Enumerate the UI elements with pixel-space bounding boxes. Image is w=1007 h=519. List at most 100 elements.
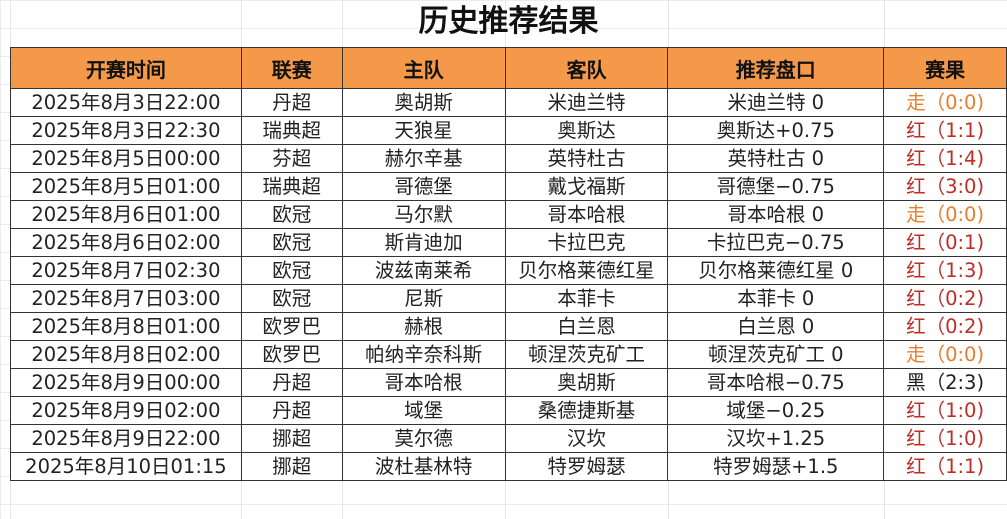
cell-home[interactable]: 域堡 bbox=[341, 396, 506, 425]
cell-league[interactable]: 丹超 bbox=[240, 88, 343, 117]
header-row: 开赛时间 联赛 主队 客队 推荐盘口 赛果 bbox=[10, 47, 1007, 89]
cell-league[interactable]: 欧冠 bbox=[240, 256, 343, 285]
cell-home[interactable]: 哥本哈根 bbox=[341, 368, 506, 397]
cell-time[interactable]: 2025年8月10日01:15 bbox=[10, 452, 242, 481]
cell-pick[interactable]: 米迪兰特 0 bbox=[667, 88, 885, 117]
header-result[interactable]: 赛果 bbox=[883, 47, 1007, 89]
cell-home[interactable]: 奥胡斯 bbox=[341, 88, 506, 117]
cell-result[interactable]: 红（0:2) bbox=[883, 284, 1007, 313]
cell-away[interactable]: 奥斯达 bbox=[504, 116, 669, 145]
cell-pick[interactable]: 卡拉巴克−0.75 bbox=[667, 228, 885, 257]
header-league[interactable]: 联赛 bbox=[240, 47, 343, 89]
cell-time[interactable]: 2025年8月8日02:00 bbox=[10, 340, 242, 369]
cell-league[interactable]: 欧罗巴 bbox=[240, 312, 343, 341]
cell-league[interactable]: 挪超 bbox=[240, 452, 343, 481]
cell-pick[interactable]: 奥斯达+0.75 bbox=[667, 116, 885, 145]
cell-away[interactable]: 白兰恩 bbox=[504, 312, 669, 341]
cell-away[interactable]: 卡拉巴克 bbox=[504, 228, 669, 257]
cell-away[interactable]: 贝尔格莱德红星 bbox=[504, 256, 669, 285]
cell-result[interactable]: 红（0:2) bbox=[883, 312, 1007, 341]
cell-league[interactable]: 瑞典超 bbox=[240, 116, 343, 145]
cell-pick[interactable]: 哥本哈根 0 bbox=[667, 200, 885, 229]
cell-home[interactable]: 波杜基林特 bbox=[341, 452, 506, 481]
cell-result[interactable]: 走（0:0) bbox=[883, 340, 1007, 369]
cell-away[interactable]: 本菲卡 bbox=[504, 284, 669, 313]
cell-time[interactable]: 2025年8月9日02:00 bbox=[10, 396, 242, 425]
cell-pick[interactable]: 白兰恩 0 bbox=[667, 312, 885, 341]
cell-result[interactable]: 红（1:0) bbox=[883, 396, 1007, 425]
cell-time[interactable]: 2025年8月7日02:30 bbox=[10, 256, 242, 285]
cell-result[interactable]: 走（0:0) bbox=[883, 88, 1007, 117]
table-row: 2025年8月9日02:00 丹超 域堡 桑德捷斯基 域堡−0.25 红（1:0) bbox=[10, 396, 1007, 425]
table-row: 2025年8月10日01:15 挪超 波杜基林特 特罗姆瑟 特罗姆瑟+1.5 红（1:1) bbox=[10, 452, 1007, 481]
cell-home[interactable]: 斯肯迪加 bbox=[341, 228, 506, 257]
cell-result[interactable]: 走（0:0) bbox=[883, 200, 1007, 229]
cell-result[interactable]: 红（1:3) bbox=[883, 256, 1007, 285]
cell-result[interactable]: 红（0:1) bbox=[883, 228, 1007, 257]
cell-pick[interactable]: 特罗姆瑟+1.5 bbox=[667, 452, 885, 481]
cell-home[interactable]: 天狼星 bbox=[341, 116, 506, 145]
cell-pick[interactable]: 哥本哈根−0.75 bbox=[667, 368, 885, 397]
cell-time[interactable]: 2025年8月6日01:00 bbox=[10, 200, 242, 229]
cell-home[interactable]: 尼斯 bbox=[341, 284, 506, 313]
cell-pick[interactable]: 域堡−0.25 bbox=[667, 396, 885, 425]
cell-result[interactable]: 红（1:0) bbox=[883, 424, 1007, 453]
table-row: 2025年8月8日01:00 欧罗巴 赫根 白兰恩 白兰恩 0 红（0:2) bbox=[10, 312, 1007, 341]
table-row: 2025年8月7日03:00 欧冠 尼斯 本菲卡 本菲卡 0 红（0:2) bbox=[10, 284, 1007, 313]
cell-league[interactable]: 欧罗巴 bbox=[240, 340, 343, 369]
cell-time[interactable]: 2025年8月8日01:00 bbox=[10, 312, 242, 341]
cell-league[interactable]: 瑞典超 bbox=[240, 172, 343, 201]
table-row: 2025年8月5日01:00 瑞典超 哥德堡 戴戈福斯 哥德堡−0.75 红（3:0) bbox=[10, 172, 1007, 201]
cell-home[interactable]: 哥德堡 bbox=[341, 172, 506, 201]
header-pick[interactable]: 推荐盘口 bbox=[667, 47, 885, 89]
cell-league[interactable]: 欧冠 bbox=[240, 284, 343, 313]
cell-pick[interactable]: 贝尔格莱德红星 0 bbox=[667, 256, 885, 285]
header-time[interactable]: 开赛时间 bbox=[10, 47, 242, 89]
cell-away[interactable]: 哥本哈根 bbox=[504, 200, 669, 229]
cell-away[interactable]: 米迪兰特 bbox=[504, 88, 669, 117]
cell-league[interactable]: 丹超 bbox=[240, 396, 343, 425]
header-away[interactable]: 客队 bbox=[504, 47, 669, 89]
cell-time[interactable]: 2025年8月5日00:00 bbox=[10, 144, 242, 173]
cell-home[interactable]: 赫尔辛基 bbox=[341, 144, 506, 173]
cell-time[interactable]: 2025年8月9日22:00 bbox=[10, 424, 242, 453]
cell-result[interactable]: 黑（2:3) bbox=[883, 368, 1007, 397]
table-row: 2025年8月6日02:00 欧冠 斯肯迪加 卡拉巴克 卡拉巴克−0.75 红（0:1) bbox=[10, 228, 1007, 257]
cell-home[interactable]: 波兹南莱希 bbox=[341, 256, 506, 285]
cell-result[interactable]: 红（1:4) bbox=[883, 144, 1007, 173]
cell-league[interactable]: 丹超 bbox=[240, 368, 343, 397]
cell-away[interactable]: 特罗姆瑟 bbox=[504, 452, 669, 481]
cell-time[interactable]: 2025年8月3日22:30 bbox=[10, 116, 242, 145]
header-home[interactable]: 主队 bbox=[341, 47, 506, 89]
cell-league[interactable]: 芬超 bbox=[240, 144, 343, 173]
cell-pick[interactable]: 顿涅茨克矿工 0 bbox=[667, 340, 885, 369]
cell-home[interactable]: 赫根 bbox=[341, 312, 506, 341]
cell-time[interactable]: 2025年8月9日00:00 bbox=[10, 368, 242, 397]
cell-away[interactable]: 英特杜古 bbox=[504, 144, 669, 173]
cell-pick[interactable]: 汉坎+1.25 bbox=[667, 424, 885, 453]
cell-away[interactable]: 奥胡斯 bbox=[504, 368, 669, 397]
cell-away[interactable]: 桑德捷斯基 bbox=[504, 396, 669, 425]
cell-time[interactable]: 2025年8月7日03:00 bbox=[10, 284, 242, 313]
cell-away[interactable]: 戴戈福斯 bbox=[504, 172, 669, 201]
cell-result[interactable]: 红（3:0) bbox=[883, 172, 1007, 201]
cell-time[interactable]: 2025年8月3日22:00 bbox=[10, 88, 242, 117]
cell-result[interactable]: 红（1:1) bbox=[883, 452, 1007, 481]
cell-home[interactable]: 马尔默 bbox=[341, 200, 506, 229]
cell-pick[interactable]: 哥德堡−0.75 bbox=[667, 172, 885, 201]
cell-away[interactable]: 顿涅茨克矿工 bbox=[504, 340, 669, 369]
cell-home[interactable]: 帕纳辛奈科斯 bbox=[341, 340, 506, 369]
cell-away[interactable]: 汉坎 bbox=[504, 424, 669, 453]
results-table: 开赛时间 联赛 主队 客队 推荐盘口 赛果 2025年8月3日22:00 丹超 奥胡… bbox=[10, 47, 1007, 481]
page-title: 历史推荐结果 bbox=[418, 4, 599, 39]
cell-league[interactable]: 欧冠 bbox=[240, 200, 343, 229]
cell-league[interactable]: 挪超 bbox=[240, 424, 343, 453]
cell-league[interactable]: 欧冠 bbox=[240, 228, 343, 257]
cell-time[interactable]: 2025年8月6日02:00 bbox=[10, 228, 242, 257]
cell-pick[interactable]: 本菲卡 0 bbox=[667, 284, 885, 313]
cell-home[interactable]: 莫尔德 bbox=[341, 424, 506, 453]
cell-pick[interactable]: 英特杜古 0 bbox=[667, 144, 885, 173]
cell-time[interactable]: 2025年8月5日01:00 bbox=[10, 172, 242, 201]
table-row: 2025年8月5日00:00 芬超 赫尔辛基 英特杜古 英特杜古 0 红（1:4) bbox=[10, 144, 1007, 173]
cell-result[interactable]: 红（1:1) bbox=[883, 116, 1007, 145]
